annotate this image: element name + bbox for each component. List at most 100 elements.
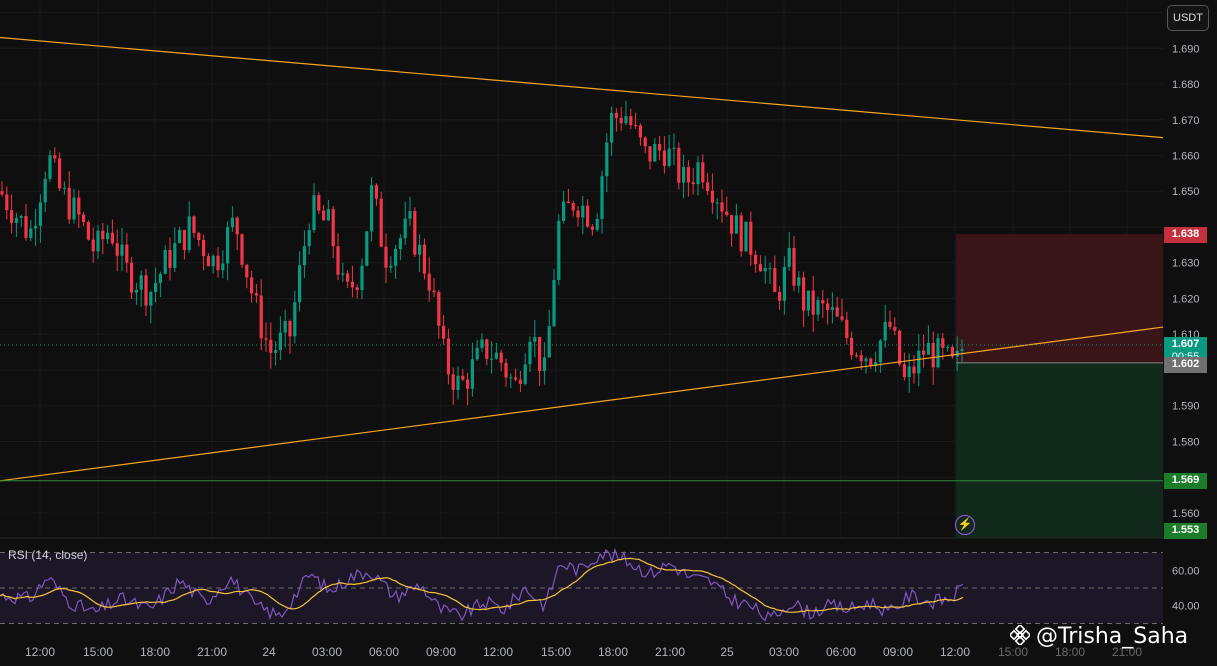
candle-body <box>384 246 388 268</box>
lightning-icon[interactable]: ⚡ <box>955 515 975 535</box>
time-tick-label: 12:00 <box>940 645 970 659</box>
candle-body <box>523 364 527 384</box>
candle-body <box>10 210 14 223</box>
time-tick-label: 06:00 <box>369 645 399 659</box>
price-tick-label: 1.630 <box>1172 258 1200 270</box>
time-tick-label: 18:00 <box>1055 645 1085 659</box>
time-tick-label: 03:00 <box>312 645 342 659</box>
candle-body <box>514 377 518 380</box>
candle-body <box>288 321 292 337</box>
time-tick-label: 06:00 <box>826 645 856 659</box>
candle-body <box>53 155 57 159</box>
candle-body <box>912 366 916 374</box>
candle-body <box>605 142 609 177</box>
candle-body <box>811 290 815 315</box>
rsi-indicator-label[interactable]: RSI (14, close) <box>8 548 88 562</box>
candle-body <box>43 178 47 203</box>
candle-body <box>744 221 748 252</box>
candle-body <box>91 239 95 252</box>
candle-body <box>274 350 278 353</box>
candle-body <box>202 239 206 257</box>
candle-body <box>850 337 854 356</box>
time-tick-label: 21:00 <box>197 645 227 659</box>
candle-body <box>878 340 882 363</box>
candle-body <box>706 182 710 191</box>
candle-body <box>686 167 690 183</box>
candle-body <box>134 289 138 293</box>
candle-body <box>24 215 28 238</box>
candle-body <box>374 185 378 199</box>
candle-body <box>48 155 52 179</box>
candle-body <box>293 302 297 337</box>
candle-body <box>346 273 350 282</box>
candle-body <box>240 234 244 265</box>
candle-body <box>110 232 114 244</box>
candle-body <box>298 265 302 303</box>
candle-body <box>413 211 417 255</box>
candle-body <box>34 225 38 229</box>
candle-body <box>773 268 777 292</box>
take-profit-zone <box>956 362 1163 538</box>
candle-body <box>677 147 681 183</box>
candle-body <box>365 231 369 266</box>
candle-body <box>178 230 182 244</box>
price-tick-label: 1.670 <box>1172 115 1200 127</box>
price-axis[interactable]: 1.7001.6901.6801.6701.6601.6501.6301.620… <box>1172 8 1200 613</box>
candle-body <box>504 362 508 378</box>
candle-body <box>907 366 911 378</box>
watermark-text: @Trisha_Saha <box>1036 624 1189 649</box>
time-tick-label: 25 <box>720 645 734 659</box>
candle-body <box>792 247 796 286</box>
rsi-tick-label: 40.00 <box>1172 601 1200 613</box>
candle-body <box>835 307 839 317</box>
candle-body <box>331 209 335 247</box>
candlestick-series <box>0 100 964 406</box>
candle-body <box>125 244 129 263</box>
drawn-lines <box>0 36 1164 539</box>
candle-body <box>624 116 628 124</box>
candle-body <box>317 195 321 211</box>
candle-body <box>446 338 450 375</box>
candle-body <box>778 291 782 301</box>
candle-body <box>542 357 546 372</box>
candle-body <box>581 205 585 218</box>
candle-body <box>245 264 249 278</box>
candle-body <box>120 244 124 256</box>
candle-body <box>821 300 825 304</box>
time-tick-label: 03:00 <box>769 645 799 659</box>
candle-body <box>173 243 177 268</box>
binance-logo-icon <box>1010 625 1030 645</box>
time-tick-label: 15:00 <box>998 645 1028 659</box>
candle-body <box>302 246 306 266</box>
candle-body <box>326 209 330 221</box>
candle-body <box>168 250 172 268</box>
candle-body <box>936 338 940 368</box>
candle-body <box>62 187 66 189</box>
candle-body <box>254 293 258 296</box>
candle-body <box>859 355 863 362</box>
candle-body <box>29 228 33 238</box>
candle-body <box>394 249 398 266</box>
candle-body <box>499 352 503 363</box>
candle-body <box>427 273 431 291</box>
candle-body <box>739 215 743 252</box>
candle-body <box>139 275 143 290</box>
candle-body <box>336 246 340 275</box>
candle-body <box>403 218 407 239</box>
candle-body <box>101 230 105 240</box>
candle-body <box>307 230 311 247</box>
candle-body <box>221 263 225 271</box>
candle-body <box>830 307 834 310</box>
candle-body <box>77 197 81 215</box>
candle-body <box>398 238 402 250</box>
time-axis[interactable]: 12:00 15:00 18:00 21:00 24 03:00 06:00 09:00 12:… <box>25 645 1142 659</box>
candle-body <box>418 244 422 255</box>
time-tick-label: 15:00 <box>83 645 113 659</box>
currency-badge[interactable]: USDT <box>1167 5 1209 31</box>
candle-body <box>278 332 282 351</box>
candle-body <box>950 347 954 357</box>
candle-body <box>422 244 426 274</box>
price-tick-label: 1.580 <box>1172 436 1200 448</box>
candle-body <box>106 232 110 240</box>
